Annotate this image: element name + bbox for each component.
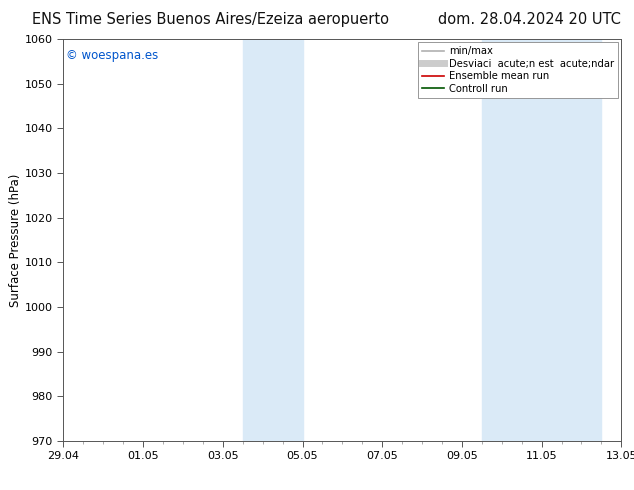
Text: dom. 28.04.2024 20 UTC: dom. 28.04.2024 20 UTC	[439, 12, 621, 27]
Text: ENS Time Series Buenos Aires/Ezeiza aeropuerto: ENS Time Series Buenos Aires/Ezeiza aero…	[32, 12, 389, 27]
Bar	[482, 39, 602, 441]
Text: © woespana.es: © woespana.es	[66, 49, 158, 62]
Bar	[243, 39, 302, 441]
Legend: min/max, Desviaci  acute;n est  acute;ndar, Ensemble mean run, Controll run: min/max, Desviaci acute;n est acute;ndar…	[418, 42, 618, 98]
Y-axis label: Surface Pressure (hPa): Surface Pressure (hPa)	[9, 173, 22, 307]
